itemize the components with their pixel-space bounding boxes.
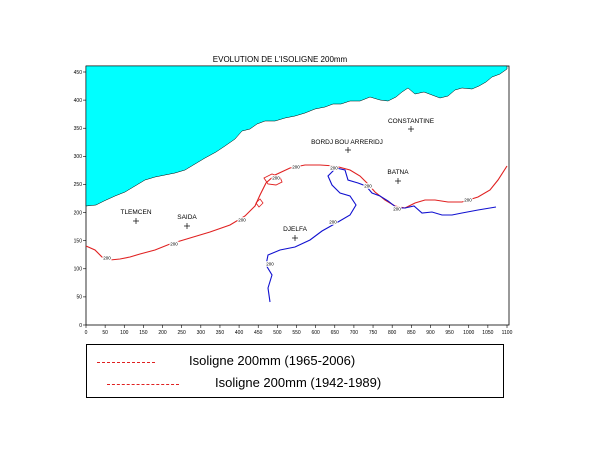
legend-entry-1942-1989: Isoligne 200mm (1942-1989) bbox=[87, 373, 503, 395]
isoline-1965-2006-loop bbox=[263, 173, 283, 186]
x-tick-label: 0 bbox=[85, 330, 88, 336]
isoline-1942-1989 bbox=[265, 167, 497, 303]
sea-area bbox=[85, 65, 508, 207]
contour-label: 200 bbox=[330, 166, 338, 171]
x-tick-label: 650 bbox=[331, 330, 340, 336]
x-tick-label: 250 bbox=[178, 330, 187, 336]
y-tick-label: 0 bbox=[79, 323, 82, 329]
x-tick-label: 550 bbox=[292, 330, 301, 336]
city-label: CONSTANTINE bbox=[388, 118, 435, 125]
y-tick-label: 400 bbox=[74, 98, 83, 104]
y-tick-label: 350 bbox=[74, 126, 83, 132]
contour-label-bg bbox=[169, 241, 179, 247]
map-title: EVOLUTION DE L'ISOLIGNE 200mm bbox=[213, 55, 348, 64]
x-axis: 0 50 100 150 200 250 300 350 400 450 500 550 600 650 7… bbox=[85, 325, 513, 336]
x-tick-label: 900 bbox=[426, 330, 435, 336]
legend-line-old bbox=[107, 384, 179, 385]
contour-label-bg bbox=[392, 206, 402, 212]
city-label: TLEMCEN bbox=[120, 209, 151, 216]
contour-label: 200 bbox=[329, 220, 337, 225]
contour-label-bg bbox=[328, 219, 338, 225]
x-tick-label: 400 bbox=[235, 330, 244, 336]
x-tick-label: 500 bbox=[273, 330, 282, 336]
y-tick-label: 100 bbox=[74, 267, 83, 273]
contour-labels: 200 200 200 200 200 200 200 200 200 200 200 bbox=[102, 164, 473, 267]
x-tick-label: 800 bbox=[388, 330, 397, 336]
x-tick-label: 750 bbox=[369, 330, 378, 336]
legend-label-old: Isoligne 200mm (1942-1989) bbox=[215, 375, 382, 390]
city-label: BATNA bbox=[387, 169, 409, 176]
isoline-1965-2006 bbox=[85, 164, 508, 261]
contour-label: 200 bbox=[170, 242, 178, 247]
y-axis: 0 50 100 150 200 250 300 350 400 450 bbox=[74, 70, 86, 329]
y-tick-label: 50 bbox=[76, 295, 82, 301]
legend-line-recent bbox=[97, 362, 155, 363]
x-tick-label: 950 bbox=[445, 330, 454, 336]
contour-label: 200 bbox=[464, 198, 472, 203]
x-tick-label: 100 bbox=[120, 330, 129, 336]
contour-label-bg bbox=[363, 183, 373, 189]
x-tick-label: 1000 bbox=[463, 330, 474, 336]
contour-label: 200 bbox=[266, 262, 274, 267]
y-tick-label: 300 bbox=[74, 154, 83, 160]
contour-label: 200 bbox=[393, 207, 401, 212]
contour-label-bg bbox=[102, 255, 112, 261]
x-tick-label: 850 bbox=[407, 330, 416, 336]
x-tick-label: 350 bbox=[216, 330, 225, 336]
x-tick-label: 1100 bbox=[502, 330, 513, 336]
legend: Isoligne 200mm (1965-2006) Isoligne 200m… bbox=[86, 344, 504, 398]
contour-label: 200 bbox=[238, 218, 246, 223]
contour-label-bg bbox=[237, 217, 247, 223]
y-tick-label: 200 bbox=[74, 210, 83, 216]
contour-label: 200 bbox=[272, 176, 280, 181]
x-tick-label: 50 bbox=[102, 330, 108, 336]
city-label: DJELFA bbox=[283, 226, 308, 233]
isoline-map: EVOLUTION DE L'ISOLIGNE 200mm 0 50 100 150 2… bbox=[74, 55, 513, 336]
x-tick-label: 1050 bbox=[482, 330, 493, 336]
legend-label-recent: Isoligne 200mm (1965-2006) bbox=[189, 353, 356, 368]
city-label: SAIDA bbox=[177, 214, 197, 221]
y-tick-label: 450 bbox=[74, 70, 83, 76]
contour-label-bg bbox=[329, 165, 339, 171]
x-tick-label: 200 bbox=[158, 330, 167, 336]
x-tick-label: 300 bbox=[197, 330, 206, 336]
y-tick-label: 250 bbox=[74, 182, 83, 188]
x-tick-label: 700 bbox=[350, 330, 359, 336]
city-label: BORDJ BOU ARRERIDJ bbox=[311, 139, 383, 146]
isoline-1965-2006-fragment bbox=[255, 198, 264, 208]
x-tick-label: 150 bbox=[139, 330, 148, 336]
x-tick-label: 600 bbox=[311, 330, 320, 336]
x-tick-label: 450 bbox=[254, 330, 263, 336]
contour-label: 200 bbox=[292, 165, 300, 170]
contour-label-bg bbox=[265, 261, 275, 267]
contour-label-bg bbox=[291, 164, 301, 170]
contour-label: 200 bbox=[364, 184, 372, 189]
y-tick-label: 150 bbox=[74, 238, 83, 244]
legend-entry-1965-2006: Isoligne 200mm (1965-2006) bbox=[87, 351, 503, 373]
city-markers: CONSTANTINE BORDJ BOU ARRERIDJ BATNA TLEMCE… bbox=[120, 118, 435, 241]
contour-label-bg bbox=[271, 175, 281, 181]
contour-label-bg bbox=[463, 197, 473, 203]
contour-label: 200 bbox=[103, 256, 111, 261]
